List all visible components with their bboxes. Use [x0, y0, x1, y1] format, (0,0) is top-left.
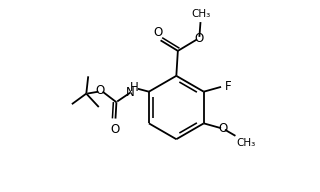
Text: O: O [111, 123, 120, 136]
Text: O: O [195, 32, 204, 45]
Text: O: O [96, 84, 105, 97]
Text: O: O [153, 26, 162, 39]
Text: H: H [130, 81, 139, 94]
Text: O: O [219, 122, 228, 135]
Text: N: N [126, 86, 135, 99]
Text: CH₃: CH₃ [191, 9, 210, 19]
Text: F: F [225, 80, 232, 93]
Text: CH₃: CH₃ [236, 138, 256, 148]
